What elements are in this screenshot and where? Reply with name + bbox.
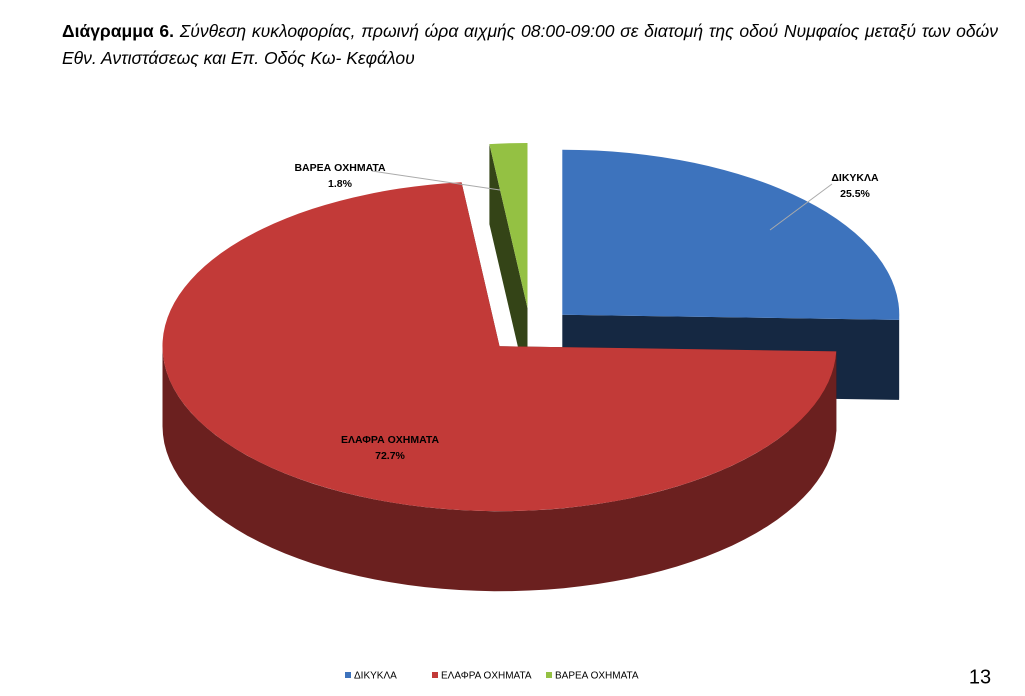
- data-label-name: ΕΛΑΦΡΑ ΟΧΗΜΑΤΑ: [341, 434, 439, 446]
- slice-side: [162, 346, 837, 592]
- legend-label: ΒΑΡΕΑ ΟΧΗΜΑΤΑ: [555, 671, 639, 682]
- chart-title: Σύνθεση κυκλοφορίας, πρωινή ώρα αιχμής 0…: [62, 21, 998, 68]
- legend-swatch: [345, 672, 351, 678]
- data-label-value: 72.7%: [375, 450, 405, 462]
- legend-label: ΕΛΑΦΡΑ ΟΧΗΜΑΤΑ: [441, 671, 532, 682]
- data-label-name: ΒΑΡΕΑ ΟΧΗΜΑΤΑ: [294, 162, 386, 174]
- slice-top: [489, 143, 528, 308]
- slice-top: [162, 182, 837, 512]
- caption-label: Διάγραμμα 6.: [62, 21, 175, 41]
- data-label-value: 1.8%: [328, 178, 353, 190]
- slice: [489, 143, 528, 388]
- slice-cut-face: [489, 144, 528, 388]
- caption: Διάγραμμα 6. Σύνθεση κυκλοφορίας, πρωινή…: [62, 18, 998, 72]
- legend-label: ΔΙΚΥΚΛΑ: [354, 671, 397, 682]
- legend-swatch: [432, 672, 438, 678]
- data-label-name: ΔΙΚΥΚΛΑ: [831, 172, 879, 184]
- leader-line: [769, 183, 833, 231]
- data-label-value: 25.5%: [840, 188, 870, 200]
- page-number: 13: [969, 666, 991, 688]
- leader-line: [371, 170, 501, 191]
- legend-swatch: [546, 672, 552, 678]
- slice-top: [562, 149, 900, 320]
- slice: [162, 182, 837, 592]
